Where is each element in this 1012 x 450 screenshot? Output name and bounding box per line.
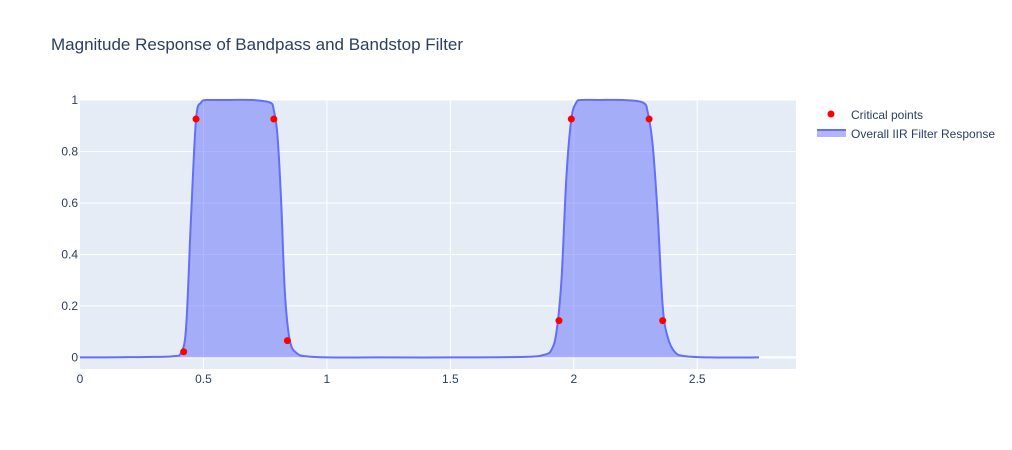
critical-points-layer <box>180 115 667 356</box>
x-tick-label: 2 <box>570 372 577 386</box>
legend-item-filter-response[interactable]: Overall IIR Filter Response <box>817 127 995 141</box>
critical-point[interactable] <box>659 317 667 325</box>
critical-point[interactable] <box>555 317 563 325</box>
legend-label-filter-response: Overall IIR Filter Response <box>851 127 995 141</box>
x-tick-label: 0.5 <box>195 372 212 386</box>
legend-item-critical-points[interactable]: Critical points <box>827 108 924 122</box>
legend-swatch-fill <box>817 130 846 137</box>
y-tick-label: 0 <box>71 350 78 364</box>
chart-title: Magnitude Response of Bandpass and Bands… <box>51 35 463 54</box>
response-line <box>79 98 759 359</box>
critical-point[interactable] <box>192 115 200 123</box>
x-tick-label: 1.5 <box>442 372 459 386</box>
critical-point[interactable] <box>270 115 278 123</box>
response-fill-layer <box>80 99 759 358</box>
response-area-fill <box>80 99 759 358</box>
critical-point[interactable] <box>180 348 188 356</box>
legend-marker-critical-points <box>827 110 835 118</box>
x-tick-label: 2.5 <box>689 372 706 386</box>
legend-label-critical-points: Critical points <box>851 108 923 122</box>
critical-point[interactable] <box>567 115 575 123</box>
x-tick-label: 1 <box>324 372 331 386</box>
y-tick-label: 1 <box>71 93 78 107</box>
y-tick-label: 0.2 <box>61 299 78 313</box>
y-axis-ticks: 0 0.2 0.4 0.6 0.8 1 <box>61 93 78 364</box>
y-tick-label: 0.6 <box>61 196 78 210</box>
legend[interactable]: Critical points Overall IIR Filter Respo… <box>817 108 995 141</box>
critical-point[interactable] <box>645 115 653 123</box>
critical-point[interactable] <box>283 337 291 345</box>
x-tick-label: 0 <box>77 372 84 386</box>
x-axis-ticks: 0 0.5 1 1.5 2 2.5 <box>77 372 706 386</box>
response-line-layer <box>79 98 759 359</box>
y-tick-label: 0.8 <box>61 144 78 158</box>
y-tick-label: 0.4 <box>61 247 78 261</box>
